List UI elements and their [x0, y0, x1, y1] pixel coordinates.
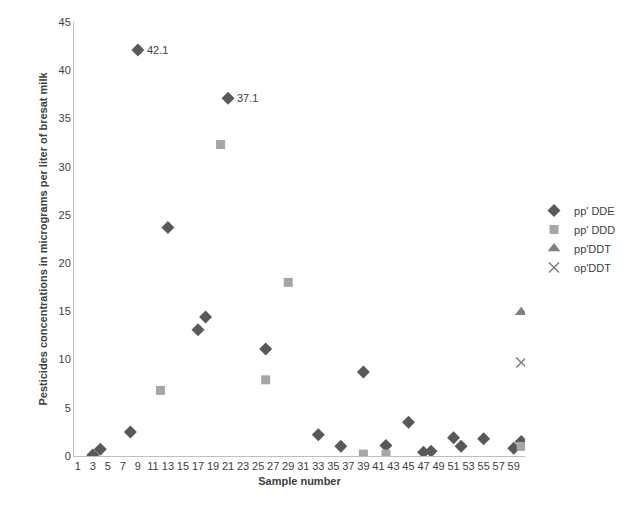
- svg-text:7: 7: [120, 460, 126, 472]
- svg-text:59: 59: [508, 460, 520, 472]
- svg-text:5: 5: [105, 460, 111, 472]
- svg-text:pp' DDD: pp' DDD: [574, 224, 615, 236]
- svg-text:9: 9: [135, 460, 141, 472]
- svg-text:19: 19: [207, 460, 219, 472]
- svg-text:13: 13: [162, 460, 174, 472]
- svg-text:10: 10: [59, 353, 71, 365]
- svg-text:Pesticides concentrations in m: Pesticides concentrations in micrograms …: [37, 72, 49, 406]
- svg-text:35: 35: [327, 460, 339, 472]
- svg-text:57: 57: [493, 460, 505, 472]
- svg-text:49: 49: [432, 460, 444, 472]
- svg-text:55: 55: [478, 460, 490, 472]
- svg-text:29: 29: [282, 460, 294, 472]
- svg-text:27: 27: [267, 460, 279, 472]
- svg-text:17: 17: [192, 460, 204, 472]
- svg-text:33: 33: [312, 460, 324, 472]
- svg-text:pp' DDE: pp' DDE: [574, 205, 615, 217]
- svg-text:37.1: 37.1: [237, 92, 258, 104]
- svg-text:35: 35: [59, 112, 71, 124]
- svg-text:51: 51: [447, 460, 459, 472]
- svg-text:47: 47: [417, 460, 429, 472]
- svg-text:1: 1: [75, 460, 81, 472]
- svg-text:42.1: 42.1: [147, 44, 168, 56]
- svg-text:31: 31: [297, 460, 309, 472]
- svg-text:37: 37: [342, 460, 354, 472]
- svg-text:15: 15: [59, 305, 71, 317]
- svg-text:15: 15: [177, 460, 189, 472]
- svg-text:40: 40: [59, 64, 71, 76]
- svg-text:11: 11: [147, 460, 158, 472]
- svg-text:0: 0: [65, 450, 71, 462]
- svg-text:25: 25: [252, 460, 264, 472]
- svg-text:5: 5: [65, 402, 71, 414]
- svg-text:25: 25: [59, 209, 71, 221]
- svg-text:53: 53: [463, 460, 475, 472]
- svg-text:45: 45: [59, 16, 71, 28]
- svg-text:43: 43: [387, 460, 399, 472]
- svg-text:op'DDT: op'DDT: [574, 262, 611, 274]
- svg-text:20: 20: [59, 257, 71, 269]
- svg-text:30: 30: [59, 161, 71, 173]
- svg-text:pp'DDT: pp'DDT: [574, 243, 611, 255]
- svg-text:Sample number: Sample number: [258, 475, 341, 487]
- svg-text:23: 23: [237, 460, 249, 472]
- svg-text:39: 39: [357, 460, 369, 472]
- svg-text:41: 41: [372, 460, 384, 472]
- svg-text:3: 3: [90, 460, 96, 472]
- svg-text:21: 21: [222, 460, 234, 472]
- svg-text:45: 45: [402, 460, 414, 472]
